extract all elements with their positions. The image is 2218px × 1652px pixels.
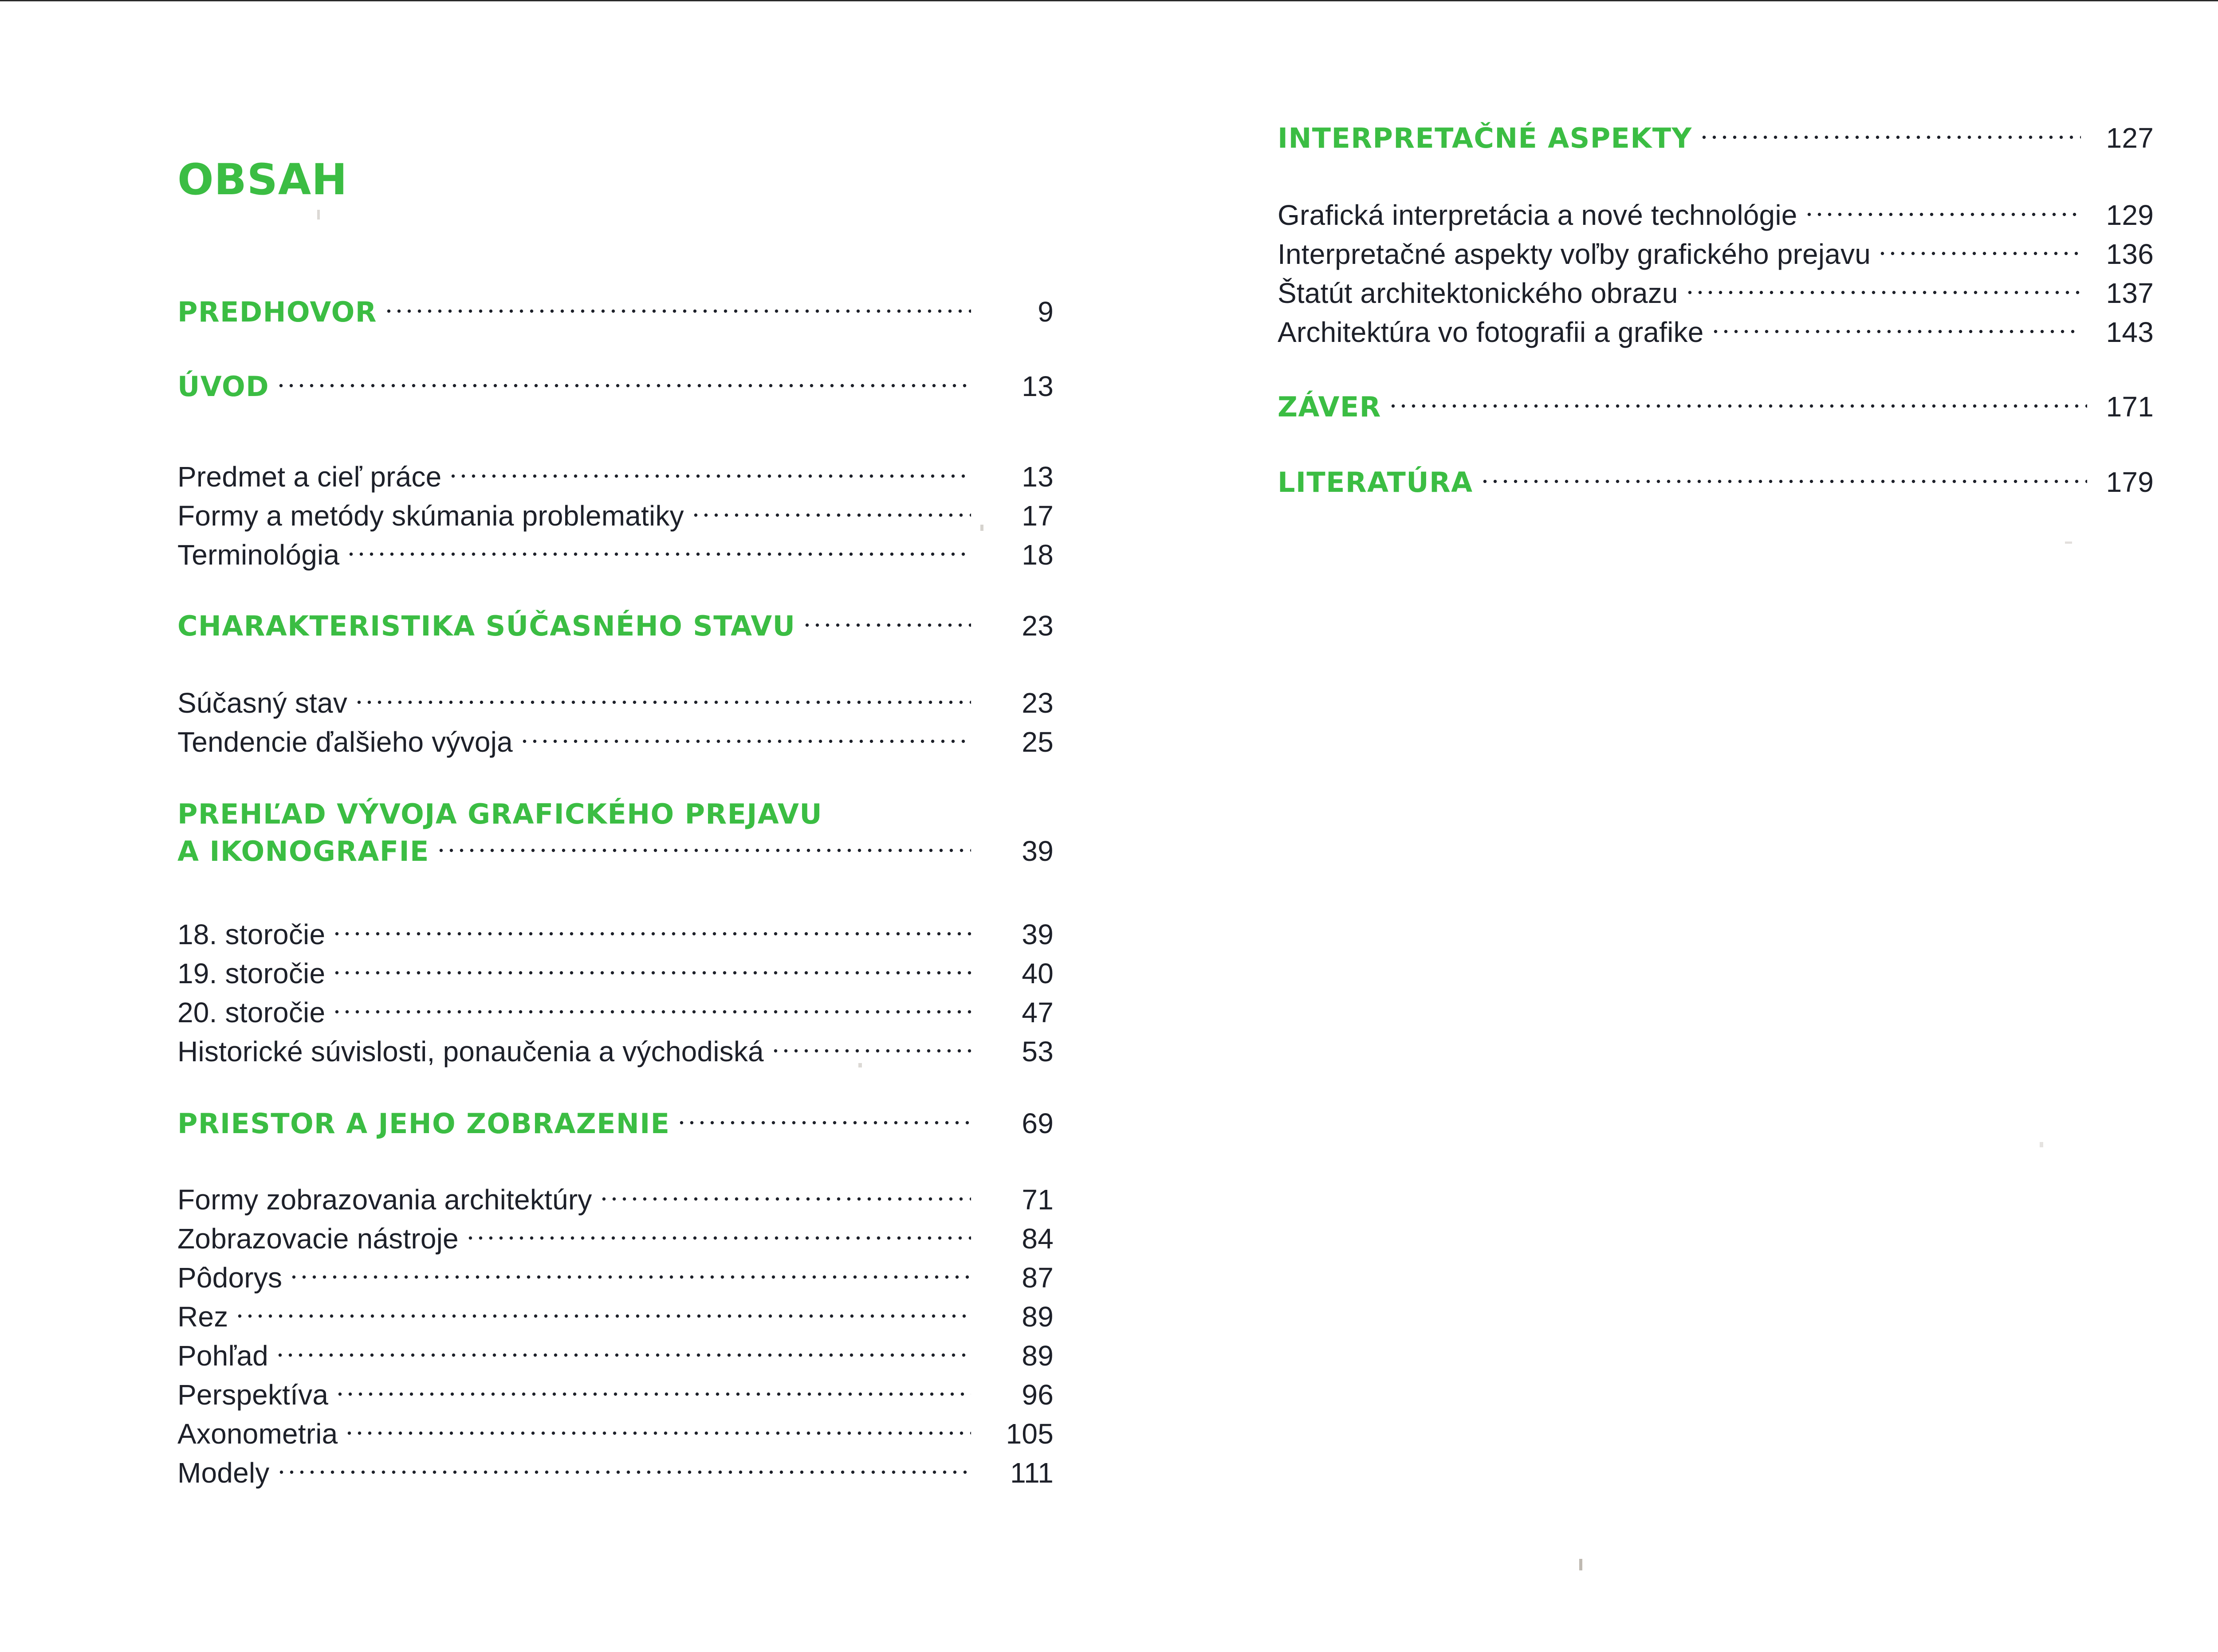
toc-entry-label: Perspektíva [177,1379,329,1411]
toc-page-number: 127 [2106,122,2154,154]
toc-entry-label: Tendencie ďalšieho vývoja [177,726,513,758]
toc-dot-leader [1807,196,2081,225]
toc-dot-leader [1713,314,2081,342]
toc-page-number: 17 [1022,500,1054,532]
toc-dot-leader [680,1106,971,1133]
toc-dot-leader [602,1181,971,1209]
scan-speck [858,1063,862,1067]
page-title: OBSAH [177,155,348,205]
toc-dot-leader [349,536,971,565]
toc-page-number: 179 [2106,466,2154,498]
toc-entry-label: INTERPRETAČNÉ ASPEKTY [1278,122,1692,154]
toc-page-number: 89 [1022,1340,1054,1372]
toc-dot-leader [357,684,971,713]
toc-dot-leader [1391,389,2087,416]
toc-page-number: 18 [1022,539,1054,571]
toc-page-number: 129 [2106,199,2154,231]
toc-dot-leader [238,1298,971,1326]
toc-entry-label: Súčasný stav [177,687,348,719]
toc-page-number: 89 [1022,1301,1054,1333]
toc-dot-leader [522,723,971,752]
toc-entry-label: PREDHOVOR [177,296,377,328]
scan-speck [1579,1559,1582,1570]
toc-dot-leader [1483,464,2088,492]
toc-dot-leader [335,916,971,944]
toc-dot-leader [279,369,971,396]
scan-speck [980,525,983,531]
toc-page-number: 39 [1022,835,1054,867]
toc-entry-label: A IKONOGRAFIE [177,835,429,867]
toc-entry-label: Terminológia [177,539,340,571]
toc-page-number: 143 [2106,316,2154,348]
toc-page-number: 13 [1022,461,1054,493]
toc-page-number: 84 [1022,1223,1054,1255]
toc-entry-label: PRIESTOR A JEHO ZOBRAZENIE [177,1107,670,1140]
toc-dot-leader [1880,235,2081,264]
toc-page-number: 23 [1022,687,1054,719]
toc-entry-label: ÚVOD [177,370,270,403]
toc-entry-label: Formy a metódy skúmania problematiky [177,500,684,532]
toc-dot-leader [292,1259,971,1287]
toc-dot-leader [338,1376,971,1405]
toc-dot-leader [773,1033,971,1061]
toc-dot-leader [1702,120,2081,148]
toc-entry-label: Grafická interpretácia a nové technológi… [1278,199,1797,231]
toc-entry-label: Interpretačné aspekty voľby grafického p… [1278,238,1871,270]
toc-entry-label: PREHĽAD VÝVOJA GRAFICKÉHO PREJAVU [177,798,823,830]
toc-page-number: 171 [2106,391,2154,423]
toc-dot-leader [386,294,971,322]
toc-dot-leader [335,955,971,983]
scan-speck [2040,1142,2043,1147]
toc-entry-label: Pôdorys [177,1262,283,1294]
toc-entry-label: Predmet a cieľ práce [177,461,442,493]
toc-page-number: 47 [1022,997,1054,1028]
toc-page-number: 136 [2106,238,2154,270]
toc-page-number: 105 [1006,1418,1054,1450]
toc-page-number: 25 [1022,726,1054,758]
toc-page-number: 39 [1022,918,1054,950]
toc-dot-leader [347,1415,971,1444]
toc-dot-leader [335,994,971,1022]
toc-page-number: 69 [1022,1107,1054,1139]
toc-dot-leader [693,497,971,526]
toc-page-number: 40 [1022,957,1054,989]
toc-entry-label: Modely [177,1457,270,1489]
toc-page-number: 71 [1022,1184,1054,1216]
toc-dot-leader [1687,275,2081,303]
toc-entry-label: Pohľad [177,1340,268,1372]
scan-speck [317,210,320,220]
toc-entry-label: Historické súvislosti, ponaučenia a vých… [177,1036,764,1067]
toc-entry-label: Axonometria [177,1418,338,1450]
toc-page-number: 96 [1022,1379,1054,1411]
toc-page-number: 13 [1022,370,1054,402]
toc-entry-label: Štatút architektonického obrazu [1278,277,1678,309]
toc-entry-label: 18. storočie [177,918,326,950]
toc-page-number: 9 [1038,296,1054,328]
toc-dot-leader [468,1220,971,1248]
toc-entry-label: LITERATÚRA [1278,466,1473,498]
toc-entry-label: Rez [177,1301,228,1333]
toc-entry-label: 20. storočie [177,997,326,1028]
toc-dot-leader [805,608,971,636]
toc-dot-leader [451,458,971,487]
toc-dot-leader [278,1337,971,1366]
toc-entry-label: 19. storočie [177,957,326,989]
toc-dot-leader [439,833,971,861]
toc-page-number: 137 [2106,277,2154,309]
toc-page-number: 87 [1022,1262,1054,1294]
toc-entry-label: Zobrazovacie nástroje [177,1223,459,1255]
toc-page-number: 53 [1022,1036,1054,1067]
toc-page-number: 111 [1010,1457,1054,1489]
toc-entry-label: Formy zobrazovania architektúry [177,1184,592,1216]
toc-page-number: 23 [1022,610,1054,642]
toc-dot-leader [279,1454,971,1483]
toc-entry-label: Architektúra vo fotografii a grafike [1278,316,1704,348]
toc-entry-label: ZÁVER [1278,391,1381,423]
toc-entry-label: CHARAKTERISTIKA SÚČASNÉHO STAVU [177,610,796,642]
scan-speck [2065,542,2072,544]
